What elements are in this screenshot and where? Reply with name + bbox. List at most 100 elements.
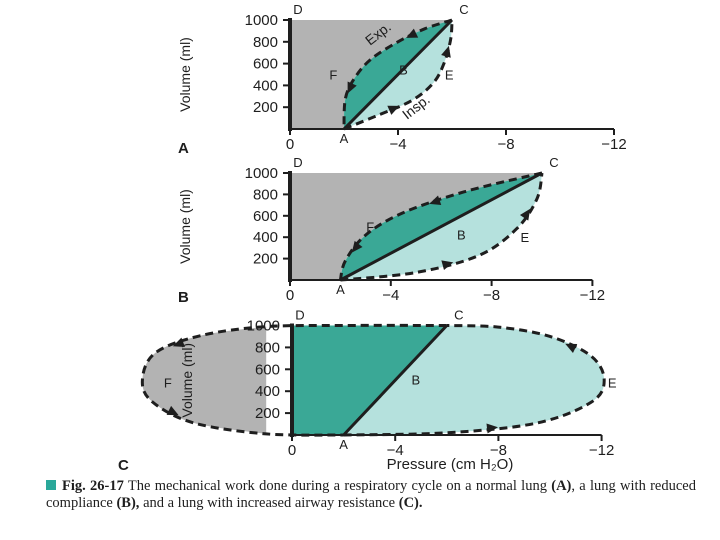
panel-b-labels: A B C D E F B	[178, 155, 559, 306]
panel-b-arrows	[351, 195, 531, 271]
expiration-arrow	[172, 337, 185, 348]
y-tick-label: 200	[253, 99, 278, 116]
inspiration-arrow	[486, 423, 498, 434]
panel-a-gray-area	[290, 20, 452, 129]
panel-a-ticks: 200 400 600 800 1000 0 −4 −8 −12 Volume (ml)	[177, 12, 627, 153]
point-label-a: A	[339, 437, 348, 452]
point-label-c: C	[549, 155, 558, 170]
x-tick-label: −12	[580, 287, 605, 304]
x-tick-label: −4	[382, 287, 399, 304]
caption-fig-label: Fig. 26-17	[62, 478, 124, 494]
y-axis-title: Volume (ml)	[177, 189, 193, 264]
x-tick-label: −4	[387, 442, 404, 459]
panel-c-ac-line	[342, 324, 448, 437]
panel-b-expiration-curve	[338, 171, 543, 281]
caption-bold-c: (C).	[398, 495, 423, 511]
point-label-e: E	[445, 68, 454, 83]
caption-text-3: and a lung with increased airway resista…	[139, 495, 399, 511]
expiration-arrow	[166, 405, 179, 416]
y-tick-label: 1000	[245, 12, 278, 29]
point-label-f: F	[164, 375, 172, 390]
x-tick-label: −12	[589, 442, 614, 459]
expiration-arrow	[406, 28, 419, 38]
panel-c-arrows	[166, 337, 578, 434]
panel-c-dark-area	[292, 325, 447, 435]
x-tick-label: 0	[286, 287, 294, 304]
x-tick-label: −12	[601, 136, 626, 153]
panel-b-gray-area	[290, 173, 542, 280]
y-tick-label: 800	[253, 186, 278, 203]
x-tick-label: −8	[483, 287, 500, 304]
point-label-f: F	[329, 68, 337, 83]
y-tick-label: 600	[255, 361, 280, 378]
panel-a-expiration-curve	[342, 18, 453, 130]
panel-c-ticks: 200 400 600 800 1000 0 −4 −8 −12 Volume (ml)	[179, 318, 614, 460]
inspiration-arrow	[441, 45, 451, 58]
figure-caption: Fig. 26-17 The mechanical work done duri…	[46, 478, 696, 512]
panel-c-labels: A B C D E F C	[118, 308, 617, 475]
point-label-a: A	[340, 131, 349, 146]
expiration-arrow	[429, 195, 442, 206]
inspiration-arrow	[519, 208, 531, 221]
panel-label: B	[178, 289, 189, 306]
point-label-f: F	[366, 220, 374, 235]
caption-text-1: The mechanical work done during a respir…	[123, 478, 552, 494]
panel-c-expiration-curve	[140, 323, 447, 437]
y-tick-label: 200	[253, 251, 278, 268]
point-label-a: A	[336, 282, 345, 297]
point-label-b: B	[399, 63, 408, 78]
panel-label: C	[118, 457, 129, 474]
panel-c-inspiration-curve	[343, 324, 606, 437]
caption-text-2: , a lung with reduced compliance	[46, 478, 696, 511]
point-label-d: D	[295, 308, 304, 323]
x-axis-title: Pressure (cm H₂O)	[387, 456, 514, 473]
y-tick-label: 800	[255, 339, 280, 356]
point-label-c: C	[459, 2, 468, 17]
inspiration-arrow	[387, 105, 400, 115]
y-tick-label: 400	[253, 229, 278, 246]
panel-a-ac-line	[342, 18, 454, 131]
y-tick-label: 600	[253, 208, 278, 225]
point-label-b: B	[412, 373, 421, 388]
panel-label: A	[178, 140, 189, 157]
y-tick-label: 800	[253, 34, 278, 51]
y-axis-title: Volume (ml)	[179, 343, 195, 418]
y-tick-label: 400	[253, 77, 278, 94]
point-label-c: C	[454, 308, 463, 323]
x-tick-label: −4	[389, 136, 406, 153]
point-label-d: D	[293, 155, 302, 170]
y-tick-label: 200	[255, 405, 280, 422]
expiration-arrow	[351, 240, 363, 253]
x-tick-label: −8	[497, 136, 514, 153]
panel-a-arrows	[347, 28, 451, 115]
panel-a-inspiration-curve	[343, 19, 454, 131]
y-tick-label: 1000	[245, 165, 278, 182]
panel-c-light-area	[343, 325, 605, 435]
panel-c-gray-area	[142, 326, 267, 434]
y-axis-title: Volume (ml)	[177, 37, 193, 112]
point-label-b: B	[457, 227, 466, 242]
x-tick-label: 0	[288, 442, 296, 459]
point-label-e: E	[608, 375, 617, 390]
panel-b-ticks: 200 400 600 800 1000 0 −4 −8 −12 Volume (ml)	[177, 165, 605, 304]
panel-c: 200 400 600 800 1000 0 −4 −8 −12 Volume (ml) A B C D…	[118, 308, 617, 475]
y-tick-label: 400	[255, 383, 280, 400]
panel-b-ac-line	[339, 171, 543, 282]
caption-bold-b: (B),	[116, 495, 140, 511]
y-tick-label: 1000	[247, 318, 280, 335]
panel-a-labels: A B C D E F A	[178, 2, 469, 157]
panel-b: 200 400 600 800 1000 0 −4 −8 −12 Volume (ml) A B C D…	[177, 155, 605, 306]
caption-marker-icon	[46, 480, 56, 490]
inspiration-arrow	[441, 260, 454, 271]
point-label-e: E	[520, 230, 529, 245]
x-tick-label: 0	[286, 136, 294, 153]
point-label-d: D	[293, 2, 302, 17]
y-tick-label: 600	[253, 56, 278, 73]
expiration-arrow	[347, 81, 357, 94]
panel-b-inspiration-curve	[340, 172, 544, 282]
caption-bold-a: (A)	[551, 478, 572, 494]
inspiration-arrow	[565, 343, 578, 353]
x-tick-label: −8	[490, 442, 507, 459]
panel-a: 200 400 600 800 1000 0 −4 −8 −12 Volume (ml) A B C D…	[177, 2, 627, 157]
